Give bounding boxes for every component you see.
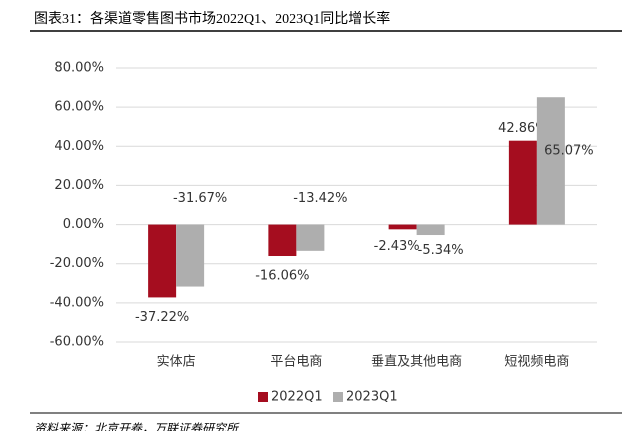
source: 资料来源：北京开卷，万联证券研究所	[34, 422, 240, 431]
legend-swatch	[333, 392, 343, 402]
y-tick-label: 40.00%	[54, 139, 104, 154]
bar	[416, 224, 445, 236]
bar	[508, 140, 537, 225]
bar	[148, 224, 177, 298]
y-tick-label: 60.00%	[54, 100, 104, 115]
x-tick-label: 垂直及其他电商	[371, 355, 462, 370]
x-tick-label: 平台电商	[270, 355, 322, 370]
data-label: -16.06%	[255, 269, 309, 284]
data-label: -5.34%	[418, 243, 464, 258]
chart-title: 图表31：各渠道零售图书市场2022Q1、2023Q1同比增长率	[34, 10, 390, 27]
data-label: -37.22%	[135, 310, 189, 325]
legend-label: 2022Q1	[271, 390, 323, 405]
y-tick-label: 80.00%	[54, 61, 104, 76]
y-tick-label: -20.00%	[50, 256, 104, 271]
y-tick-label: -60.00%	[50, 335, 104, 350]
bar	[176, 224, 205, 287]
bar	[388, 224, 417, 230]
y-tick-label: -40.00%	[50, 295, 104, 310]
bar	[536, 97, 565, 225]
y-tick-label: 0.00%	[63, 217, 104, 232]
bar	[268, 224, 297, 257]
data-label: -13.42%	[293, 191, 347, 206]
data-label: 42.86%	[498, 121, 548, 136]
data-label: 65.07%	[544, 143, 594, 158]
bar	[296, 224, 325, 251]
legend-swatch	[258, 392, 268, 402]
data-label: -31.67%	[173, 191, 227, 206]
y-tick-label: 20.00%	[54, 178, 104, 193]
legend-label: 2023Q1	[346, 390, 398, 405]
data-label: -2.43%	[374, 239, 420, 254]
x-tick-label: 短视频电商	[504, 355, 569, 370]
x-tick-label: 实体店	[157, 355, 196, 370]
